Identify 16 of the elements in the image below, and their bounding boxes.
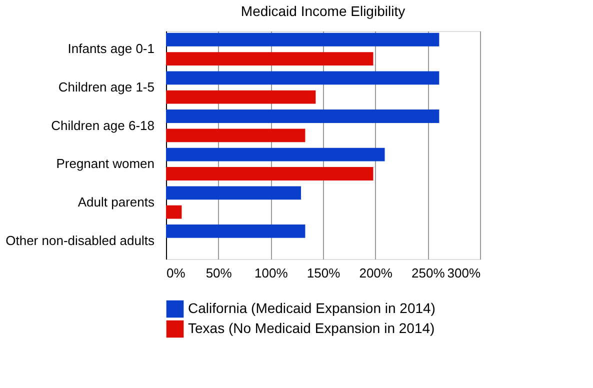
legend-label: California (Medicaid Expansion in 2014) xyxy=(188,300,436,316)
y-tick-label: Infants age 0-1 xyxy=(68,41,154,56)
y-tick-label: Children age 6-18 xyxy=(51,118,154,133)
x-tick-label: 250% xyxy=(412,266,446,280)
y-tick-label: Other non-disabled adults xyxy=(6,232,155,248)
x-tick-label: 300% xyxy=(447,266,481,280)
chart-title: Medicaid Income Eligibility xyxy=(240,3,406,19)
x-tick-label: 100% xyxy=(254,266,288,280)
y-tick-label: Adult parents xyxy=(78,194,155,210)
x-tick-label: 200% xyxy=(359,266,393,280)
y-tick-label: Pregnant women xyxy=(56,156,154,172)
x-tick-label: 150% xyxy=(306,266,341,280)
x-tick-label: 50% xyxy=(206,266,232,280)
y-tick-label: Children age 1-5 xyxy=(58,80,154,95)
x-tick-label: 0% xyxy=(166,266,186,280)
legend-label: Texas (No Medicaid Expansion in 2014) xyxy=(188,320,435,336)
